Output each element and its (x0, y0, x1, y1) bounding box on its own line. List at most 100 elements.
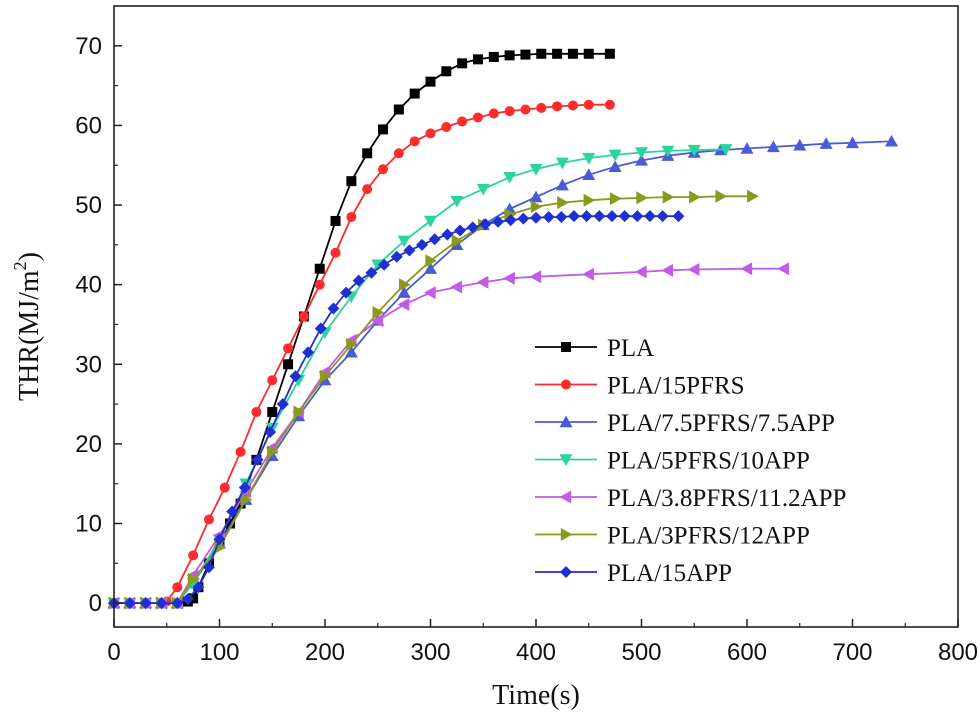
legend-item: PLA/7.5PFRS/7.5APP (535, 410, 835, 437)
data-point (777, 262, 790, 276)
data-point (219, 482, 230, 493)
data-point (409, 88, 420, 99)
legend-swatch-marker (560, 528, 573, 541)
data-point (479, 218, 492, 231)
legend-item: PLA/15APP (535, 560, 732, 587)
data-point (608, 149, 622, 162)
data-point (552, 48, 563, 59)
data-point (409, 136, 420, 147)
data-point (450, 280, 463, 294)
y-axis-title: THR(MJ/m2) (10, 252, 45, 401)
x-tick-label: 200 (305, 639, 345, 666)
data-point (520, 104, 531, 115)
data-point (327, 302, 340, 315)
data-point (344, 345, 358, 358)
data-point (747, 189, 759, 203)
plot-series (107, 48, 899, 610)
x-tick-label: 100 (199, 639, 239, 666)
data-point (235, 446, 246, 457)
data-point (582, 168, 596, 180)
series-7 (108, 210, 685, 610)
data-point (203, 514, 214, 525)
data-point (529, 190, 543, 203)
data-point (139, 597, 152, 610)
legend-label: PLA/15PFRS (607, 373, 745, 400)
data-point (416, 238, 429, 251)
data-point (719, 144, 733, 156)
data-point (488, 108, 499, 119)
y-tick-label: 30 (75, 351, 102, 378)
data-point (330, 215, 341, 226)
x-tick-label: 0 (107, 639, 120, 666)
data-point (530, 200, 543, 214)
legend-swatch-marker (561, 379, 571, 390)
x-tick-label: 400 (516, 639, 556, 666)
data-point (424, 286, 436, 300)
data-point (319, 369, 332, 383)
data-point (390, 250, 403, 263)
data-point (555, 157, 569, 170)
data-point (567, 48, 578, 59)
legend: PLA PLA/15PFRS PLA/7.5PFRS/7.5APP PLA/5PFRS… (535, 335, 846, 587)
data-point (687, 263, 700, 277)
data-point (372, 306, 385, 320)
data-point (267, 445, 279, 459)
data-point (476, 183, 490, 196)
data-point (298, 311, 309, 322)
data-point (393, 104, 404, 115)
data-point (846, 136, 859, 149)
data-point (314, 263, 325, 274)
axis-ticks: 0 100 200 300 400 500 600 700 800 0 10 20 30 40 50 60 70 (75, 33, 978, 666)
data-point (530, 211, 542, 224)
data-point (441, 66, 452, 77)
data-point (428, 233, 441, 246)
x-tick-label: 600 (727, 639, 767, 666)
data-point (457, 58, 468, 69)
x-axis-title: Time(s) (492, 680, 580, 711)
data-point (529, 270, 542, 284)
data-point (314, 279, 325, 290)
data-point (580, 210, 593, 223)
data-point (346, 337, 358, 351)
data-point (302, 346, 315, 359)
data-point (604, 48, 615, 59)
data-point (672, 210, 685, 223)
data-point (192, 581, 205, 594)
data-point (504, 50, 515, 61)
data-point (517, 212, 530, 225)
data-point (529, 164, 543, 176)
data-point (393, 148, 404, 159)
data-point (267, 407, 278, 418)
data-point (267, 375, 278, 386)
legend-label: PLA/15APP (607, 560, 732, 587)
data-point (503, 271, 515, 285)
data-point (582, 152, 596, 165)
data-point (276, 398, 289, 411)
data-point (636, 191, 648, 205)
data-point (397, 286, 411, 298)
data-point (330, 247, 341, 258)
data-point (425, 254, 437, 268)
legend-swatch-marker (559, 415, 573, 428)
data-point (552, 101, 563, 112)
data-point (503, 171, 517, 184)
y-tick-label: 10 (75, 511, 102, 538)
data-point (656, 210, 669, 223)
data-point (346, 176, 357, 187)
y-axis-title-close: ) (14, 252, 45, 261)
data-point (441, 228, 454, 241)
data-point (488, 51, 499, 62)
data-point (362, 148, 373, 159)
legend-swatch-marker (560, 566, 572, 578)
data-point (365, 266, 378, 279)
data-point (472, 54, 483, 65)
data-point (662, 190, 675, 204)
data-point (155, 597, 168, 610)
data-point (397, 235, 411, 248)
data-point (661, 145, 675, 158)
x-tick-label: 500 (621, 639, 661, 666)
data-point (557, 196, 569, 210)
data-point (171, 597, 184, 610)
data-point (226, 505, 239, 518)
